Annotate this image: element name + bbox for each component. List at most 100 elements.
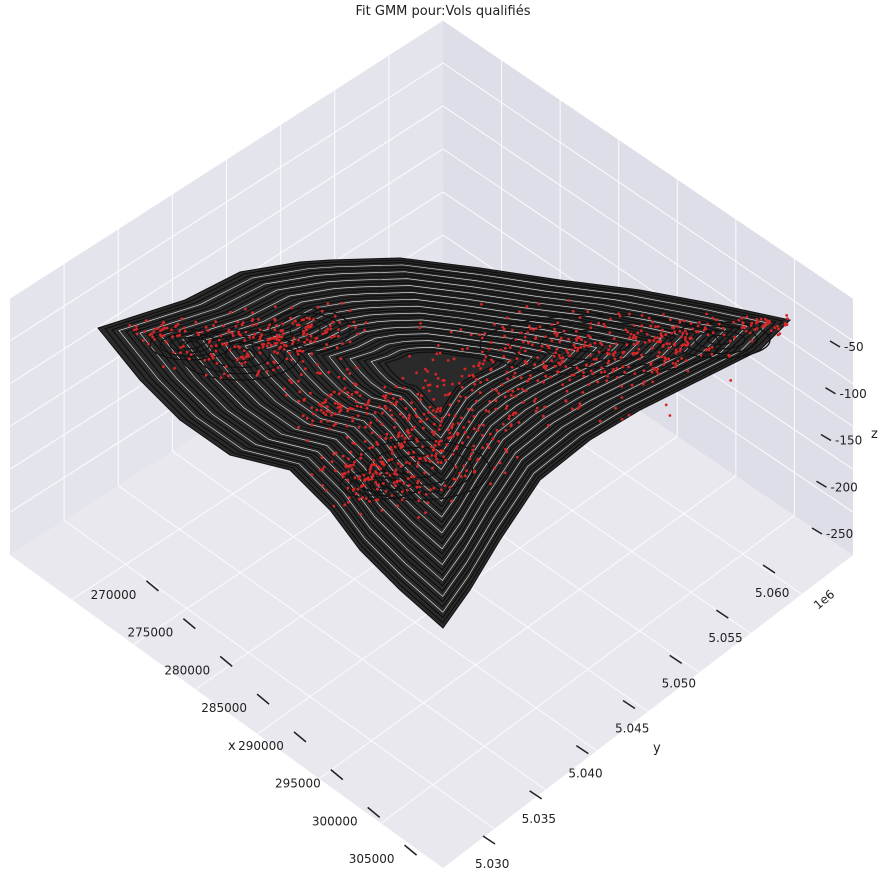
data-point (523, 335, 527, 339)
data-point (356, 487, 360, 491)
contour-line (293, 321, 591, 481)
data-point (361, 496, 364, 499)
data-point (550, 359, 554, 363)
data-point (254, 323, 258, 326)
data-point (452, 357, 456, 361)
contour-ellipse (369, 480, 391, 490)
y-tick-mark (575, 745, 589, 755)
data-point (472, 444, 476, 448)
data-point (439, 461, 443, 465)
data-point (353, 442, 357, 446)
data-point (432, 447, 436, 451)
data-point (298, 390, 302, 394)
x-tick-label: 300000 (312, 814, 358, 828)
data-point (297, 323, 301, 327)
data-point (696, 324, 700, 328)
data-point (572, 373, 576, 377)
data-point (412, 475, 416, 479)
data-point (556, 370, 560, 374)
data-point (323, 400, 327, 404)
data-point (532, 328, 535, 331)
contour-line (251, 307, 634, 513)
data-point (675, 350, 679, 354)
x-tick-label: 295000 (275, 777, 321, 791)
data-point (180, 317, 184, 320)
data-point (327, 394, 331, 398)
data-point (654, 325, 657, 329)
data-point (237, 345, 240, 348)
data-point (505, 404, 509, 408)
data-point (572, 343, 576, 347)
x-tick-mark (256, 693, 270, 705)
data-point (615, 367, 619, 370)
data-point (274, 336, 278, 340)
data-point (668, 318, 672, 321)
data-point (278, 335, 282, 339)
data-point (556, 331, 560, 335)
data-point (153, 338, 156, 341)
data-point (415, 437, 418, 441)
data-point (463, 431, 467, 434)
contour-ellipse (681, 325, 759, 355)
data-point (329, 327, 333, 331)
z-tick-label: -250 (826, 527, 853, 541)
data-point (348, 372, 352, 375)
data-point (416, 440, 419, 443)
data-point (435, 457, 438, 461)
data-point (374, 481, 377, 484)
data-point (284, 393, 288, 397)
data-point (706, 322, 710, 326)
data-point (357, 477, 361, 480)
data-point (470, 388, 474, 392)
data-point (542, 414, 545, 418)
data-point (364, 497, 368, 500)
data-point (576, 335, 580, 339)
data-point (489, 368, 493, 372)
data-point (742, 325, 745, 329)
data-point (305, 316, 309, 320)
data-point (384, 394, 388, 397)
data-point (337, 328, 340, 331)
data-point (371, 445, 375, 449)
data-point (430, 445, 434, 449)
data-point (379, 467, 383, 471)
data-point (275, 323, 278, 327)
data-point (710, 352, 714, 356)
data-point (515, 455, 519, 459)
data-point (418, 420, 422, 423)
data-point (224, 343, 228, 347)
x-tick-label: 280000 (164, 663, 210, 677)
data-point (301, 414, 305, 418)
data-point (293, 319, 297, 323)
data-point (187, 357, 191, 361)
data-point (250, 324, 254, 327)
data-point (466, 435, 470, 439)
data-point (366, 401, 370, 404)
data-point (470, 408, 474, 412)
data-point (777, 327, 780, 331)
data-point (395, 400, 398, 404)
data-point (386, 399, 390, 402)
data-point (447, 428, 450, 432)
data-point (770, 329, 773, 333)
data-point (297, 399, 301, 403)
data-point (740, 316, 744, 320)
data-point (390, 448, 394, 452)
data-point (458, 381, 461, 385)
data-point (342, 377, 346, 381)
data-point (354, 383, 358, 386)
data-point (161, 365, 165, 368)
data-point (498, 461, 502, 465)
data-point (620, 384, 623, 388)
data-point (405, 488, 409, 492)
data-point (491, 388, 494, 391)
data-point (589, 322, 593, 325)
contour-line (118, 264, 770, 613)
data-point (705, 348, 708, 351)
data-point (620, 396, 624, 399)
data-point (526, 379, 529, 383)
z-tick-label: -150 (835, 434, 862, 448)
z-tick-mark (825, 387, 836, 395)
data-point (665, 342, 669, 346)
data-point (640, 314, 644, 317)
